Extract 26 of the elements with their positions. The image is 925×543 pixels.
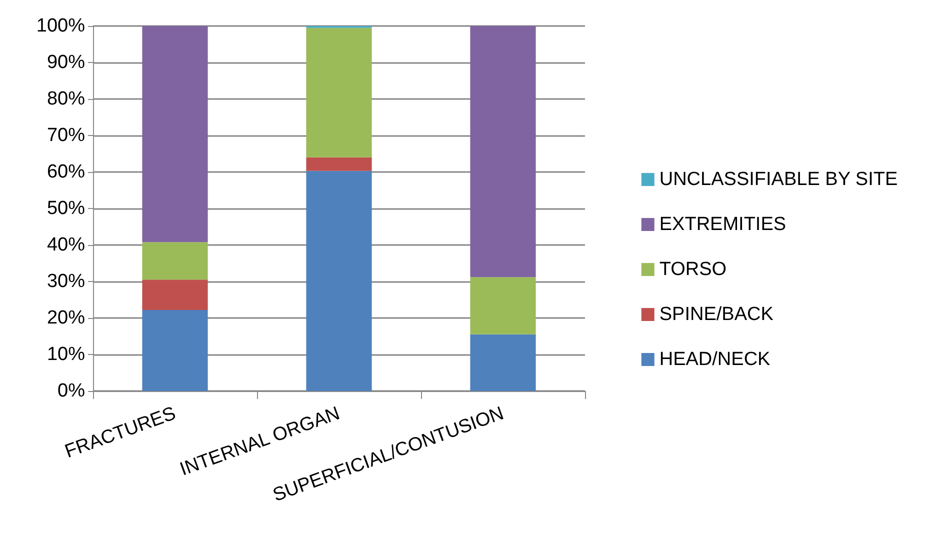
y-tick-label: 20% (46, 308, 86, 328)
legend-label: TORSO (659, 259, 727, 280)
bar (470, 277, 536, 334)
y-tick-label: 70% (46, 125, 86, 146)
y-tick-label: 100% (36, 16, 86, 36)
legend-label: EXTREMITIES (659, 214, 786, 235)
bar (470, 334, 536, 391)
y-tick-label: 90% (46, 52, 86, 73)
bar (142, 310, 208, 391)
y-tick-label: 10% (46, 344, 86, 365)
bar (306, 28, 372, 158)
y-tick-label: 30% (46, 271, 86, 292)
y-tick-label: 40% (46, 234, 86, 256)
y-tick-label: 80% (46, 88, 86, 110)
bar (142, 26, 208, 242)
bar (306, 157, 372, 171)
legend-label: UNCLASSIFIABLE BY SITE (659, 169, 898, 190)
bar (142, 242, 208, 280)
legend-label: HEAD/NECK (659, 349, 771, 370)
y-tick-label: 0% (58, 380, 86, 402)
bar (470, 26, 536, 278)
bar (306, 170, 372, 391)
bar (142, 280, 208, 310)
y-tick-label: 50% (46, 198, 86, 219)
legend-label: SPINE/BACK (659, 304, 774, 325)
y-tick-label: 60% (46, 162, 86, 182)
